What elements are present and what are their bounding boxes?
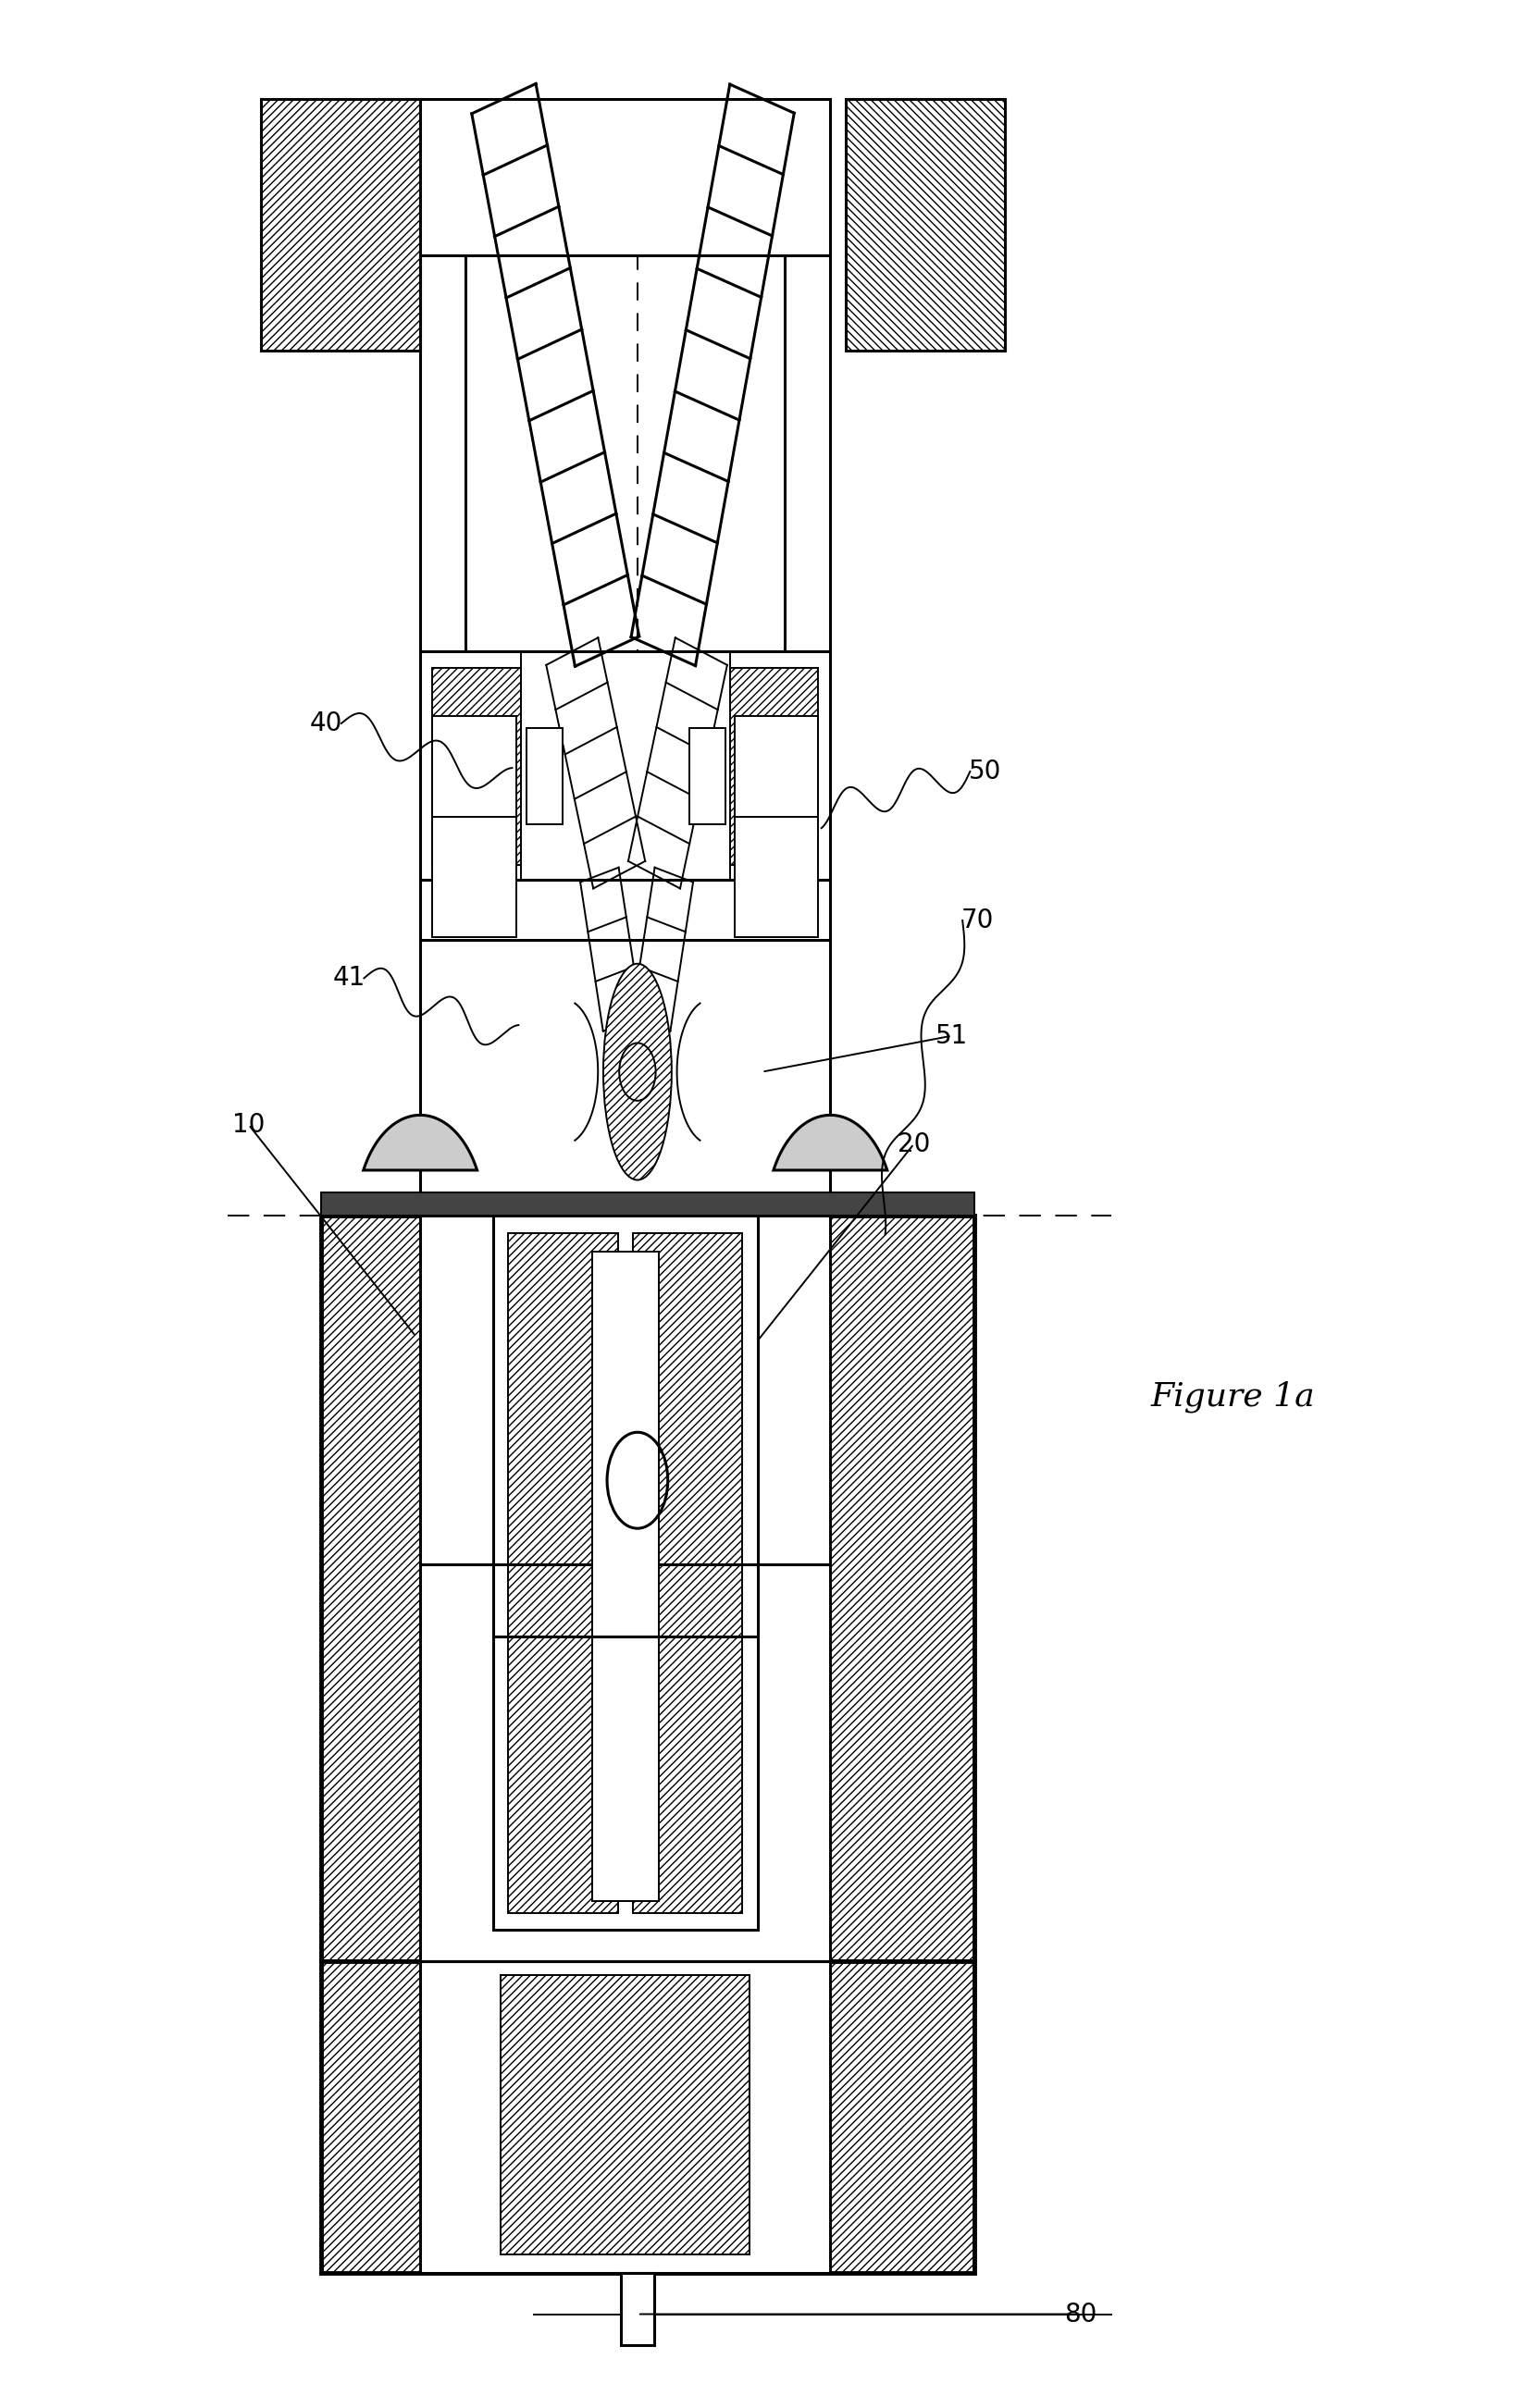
Bar: [494, 1216, 757, 1929]
Bar: [421, 1960, 831, 2273]
Bar: [421, 879, 831, 1204]
Bar: [632, 1233, 742, 1912]
Bar: [421, 99, 831, 255]
Bar: [421, 1216, 831, 1960]
Text: 20: 20: [898, 1132, 930, 1156]
Bar: [322, 1192, 975, 1216]
Bar: [421, 650, 831, 879]
Text: Figure 1a: Figure 1a: [1151, 1380, 1315, 1411]
Polygon shape: [363, 1115, 477, 1170]
Bar: [689, 727, 725, 824]
Bar: [527, 727, 562, 824]
Bar: [433, 667, 521, 864]
Bar: [735, 816, 818, 937]
Bar: [846, 99, 1004, 352]
Text: 50: 50: [969, 759, 1001, 785]
Bar: [735, 715, 818, 816]
Bar: [591, 1252, 658, 1900]
Text: 10: 10: [232, 1112, 265, 1137]
Text: 40: 40: [309, 710, 343, 737]
Bar: [433, 816, 517, 937]
Bar: [509, 1233, 617, 1912]
Bar: [261, 99, 421, 352]
Bar: [501, 1975, 750, 2254]
Text: 70: 70: [962, 908, 994, 934]
Text: 41: 41: [332, 966, 366, 992]
Bar: [322, 1960, 975, 2273]
Bar: [730, 667, 818, 864]
Bar: [433, 715, 517, 816]
Bar: [620, 2273, 654, 2345]
Text: 51: 51: [936, 1023, 968, 1050]
Bar: [322, 1216, 975, 1960]
Text: 80: 80: [1065, 2302, 1097, 2326]
Ellipse shape: [604, 963, 672, 1180]
Polygon shape: [774, 1115, 887, 1170]
